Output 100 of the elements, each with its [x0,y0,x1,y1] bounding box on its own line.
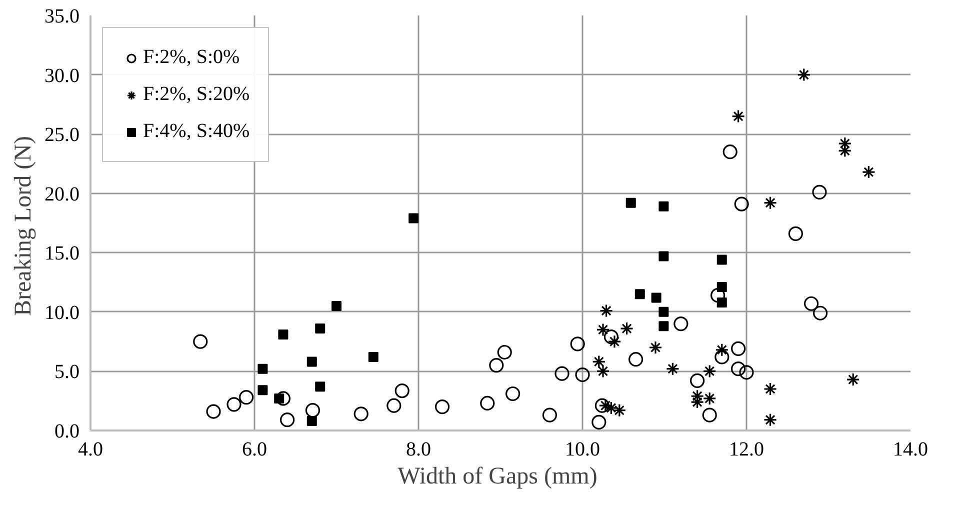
y-tick-label: 5.0 [54,361,80,384]
point [239,390,254,405]
point [648,340,662,354]
point [690,395,704,409]
point [812,184,827,200]
point [604,330,618,344]
point [690,373,705,388]
point [862,165,876,179]
point [489,358,504,373]
point [598,398,612,412]
point [797,68,811,82]
y-tick-label: 20.0 [44,183,80,206]
point [716,297,727,308]
y-tick-label: 0.0 [54,420,80,442]
point [278,329,288,340]
point [628,352,644,367]
point [480,396,495,411]
point [596,322,610,337]
point [702,364,716,378]
point [702,408,717,422]
point [763,196,778,210]
point [838,136,852,150]
point [386,398,402,413]
point [306,416,317,426]
point [226,397,242,412]
point [554,366,570,381]
point [570,336,585,352]
x-tick-label: 12.0 [729,438,764,460]
point [658,306,669,317]
point [612,404,626,418]
point [206,404,221,419]
point [280,412,295,428]
y-axis-title: Breaking Lord (N) [10,136,36,316]
point [592,414,606,430]
point [731,362,746,376]
point [804,296,819,311]
point [575,367,590,382]
point [658,201,669,212]
point [626,198,636,208]
point [394,383,410,398]
point [710,288,726,303]
point [620,322,634,336]
point [408,213,419,224]
legend-label: F:2%, S:20% [143,83,250,106]
point [332,301,342,311]
x-tick-label: 8.0 [406,438,431,460]
point [666,362,680,376]
point [258,364,268,374]
x-tick-label: 14.0 [893,438,928,460]
point [674,316,688,332]
point [651,292,662,303]
point [714,350,730,364]
point [306,356,317,367]
point [604,401,618,415]
x-tick-label: 6.0 [242,438,267,460]
point [506,386,520,402]
point [731,341,746,356]
point [305,403,320,418]
y-tick-label: 30.0 [44,64,80,87]
point [702,392,716,406]
point [716,282,727,292]
point [739,365,754,380]
point [193,334,208,349]
y-tick-label: 10.0 [44,302,80,324]
x-tick-label: 4.0 [78,438,103,460]
point [497,344,512,360]
point [763,413,778,427]
point [599,304,614,318]
point [813,306,828,320]
point [368,352,378,362]
point [716,254,727,265]
point [788,226,803,241]
x-axis-title: Width of Gaps (mm) [398,464,598,490]
point [838,144,852,158]
legend-label: F:2%, S:0% [143,46,240,69]
point [846,372,860,386]
point [608,334,622,348]
point [592,354,606,369]
point [258,385,268,396]
point [734,196,749,212]
point [315,324,326,334]
point [354,406,368,422]
point [542,408,557,422]
legend-label: F:4%, S:40% [143,120,250,143]
point [658,321,669,332]
point [658,251,669,262]
point [594,398,610,413]
point [434,400,450,414]
y-tick-label: 35.0 [44,6,80,28]
point [715,343,729,357]
point [634,289,645,300]
y-tick-label: 15.0 [44,242,80,265]
point [732,109,746,124]
point [763,382,778,396]
point [690,389,704,403]
point [596,364,610,378]
point [315,382,326,392]
point [722,144,738,160]
y-tick-label: 25.0 [44,124,80,146]
x-tick-label: 10.0 [565,438,600,460]
